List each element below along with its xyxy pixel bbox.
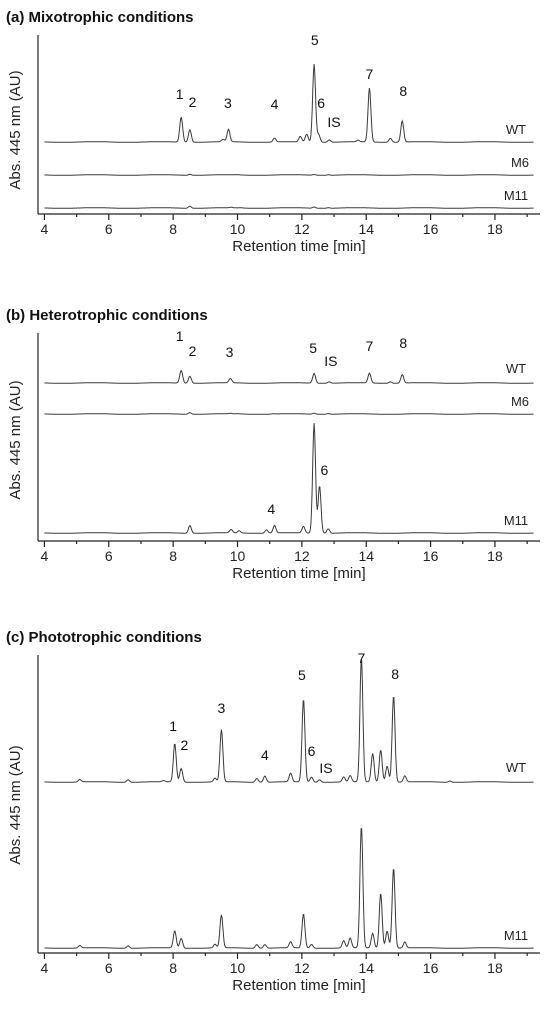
panel-title: (c) Phototrophic conditions: [6, 629, 202, 646]
x-tick-label: 14: [358, 960, 374, 976]
trace-m6: [44, 173, 534, 176]
x-tick-label: 10: [230, 221, 246, 237]
peak-label: 8: [399, 83, 407, 99]
peak-label: 7: [358, 650, 366, 666]
peak-label: 1: [176, 86, 184, 102]
x-tick-label: 14: [358, 548, 374, 564]
peak-label: 6: [320, 462, 328, 478]
x-tick-label: 4: [41, 548, 49, 564]
x-tick-label: 14: [358, 221, 374, 237]
trace-label-m11: M11: [504, 513, 528, 528]
peak-label: 5: [311, 32, 319, 48]
peak-label: 4: [261, 747, 269, 763]
x-tick-label: 12: [294, 548, 310, 564]
peak-label: 4: [267, 501, 275, 517]
trace-label-wt: WT: [506, 122, 526, 137]
x-tick-label: 16: [423, 548, 439, 564]
peak-label: IS: [327, 114, 340, 130]
trace-m6: [44, 412, 534, 415]
trace-label-m11: M11: [504, 188, 528, 203]
trace-wt: [44, 64, 534, 143]
y-axis-label: Abs. 445 nm (AU): [7, 745, 24, 864]
peak-label: 2: [189, 343, 197, 359]
peak-label: 1: [169, 718, 177, 734]
peak-label: 8: [399, 335, 407, 351]
peak-label: 1: [176, 328, 184, 344]
peak-label: 3: [224, 95, 232, 111]
x-tick-label: 18: [487, 221, 503, 237]
x-tick-label: 18: [487, 548, 503, 564]
x-tick-label: 6: [105, 548, 113, 564]
x-tick-label: 18: [487, 960, 503, 976]
trace-label-m6: M6: [511, 394, 529, 409]
peak-label: 8: [391, 666, 399, 682]
x-tick-label: 10: [230, 548, 246, 564]
peak-label: IS: [319, 760, 332, 776]
trace-m11: [44, 828, 534, 949]
panel-c: (c) Phototrophic conditions Abs. 445 nm (…: [6, 629, 540, 994]
peak-label: 5: [298, 667, 306, 683]
trace-label-m6: M6: [511, 155, 529, 170]
x-tick-label: 6: [105, 960, 113, 976]
peak-label: 7: [366, 66, 374, 82]
x-axis-label: Retention time [min]: [232, 238, 365, 255]
panel-title: (a) Mixotrophic conditions: [6, 9, 194, 26]
peak-label: 6: [317, 95, 325, 111]
x-tick-label: 4: [41, 221, 49, 237]
y-axis-label: Abs. 445 nm (AU): [7, 380, 24, 499]
trace-label-m11: M11: [504, 928, 528, 943]
panel-a: (a) Mixotrophic conditions Abs. 445 nm (A…: [6, 9, 540, 255]
peak-label: 7: [366, 338, 374, 354]
peak-label: 5: [309, 340, 317, 356]
x-tick-label: 16: [423, 221, 439, 237]
panel-b: (b) Heterotrophic conditions Abs. 445 nm …: [6, 307, 540, 582]
trace-m11: [44, 423, 534, 534]
panel-title: (b) Heterotrophic conditions: [6, 307, 208, 324]
peak-label: 6: [308, 743, 316, 759]
trace-wt: [44, 660, 534, 783]
x-axis-label: Retention time [min]: [232, 977, 365, 994]
trace-m11: [44, 205, 534, 209]
peak-label: 3: [226, 344, 234, 360]
peak-label: 2: [189, 94, 197, 110]
x-tick-label: 12: [294, 221, 310, 237]
x-tick-label: 8: [169, 221, 177, 237]
peak-label: 4: [271, 96, 279, 112]
x-tick-label: 8: [169, 548, 177, 564]
peak-label: 3: [218, 700, 226, 716]
trace-label-wt: WT: [506, 361, 526, 376]
trace-label-wt: WT: [506, 760, 526, 775]
x-tick-label: 16: [423, 960, 439, 976]
peak-label: IS: [324, 353, 337, 369]
peak-label: 2: [181, 737, 189, 753]
x-axis-label: Retention time [min]: [232, 565, 365, 582]
x-tick-label: 8: [169, 960, 177, 976]
x-tick-label: 4: [41, 960, 49, 976]
trace-wt: [44, 370, 534, 384]
x-tick-label: 10: [230, 960, 246, 976]
x-tick-label: 6: [105, 221, 113, 237]
y-axis-label: Abs. 445 nm (AU): [7, 70, 24, 189]
x-tick-label: 12: [294, 960, 310, 976]
